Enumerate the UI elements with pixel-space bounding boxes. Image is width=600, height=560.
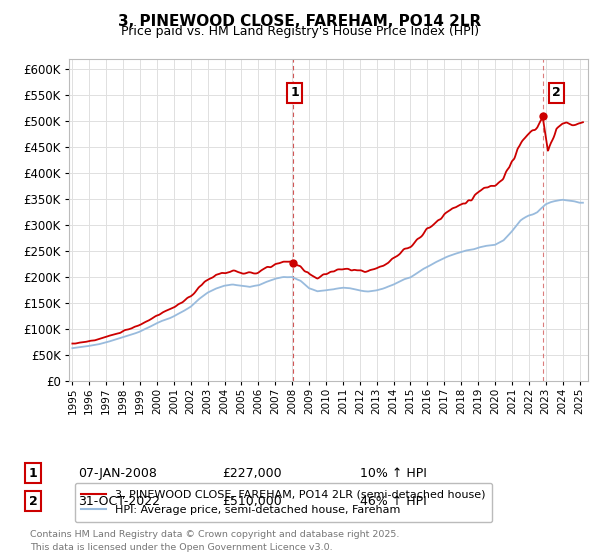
Text: 10% ↑ HPI: 10% ↑ HPI bbox=[360, 466, 427, 480]
Text: £227,000: £227,000 bbox=[222, 466, 281, 480]
Text: 07-JAN-2008: 07-JAN-2008 bbox=[78, 466, 157, 480]
Text: Price paid vs. HM Land Registry's House Price Index (HPI): Price paid vs. HM Land Registry's House … bbox=[121, 25, 479, 38]
Text: Contains HM Land Registry data © Crown copyright and database right 2025.
This d: Contains HM Land Registry data © Crown c… bbox=[30, 530, 400, 552]
Text: 31-OCT-2022: 31-OCT-2022 bbox=[78, 494, 160, 508]
Text: 2: 2 bbox=[29, 494, 37, 508]
Text: 46% ↑ HPI: 46% ↑ HPI bbox=[360, 494, 427, 508]
Text: 3, PINEWOOD CLOSE, FAREHAM, PO14 2LR: 3, PINEWOOD CLOSE, FAREHAM, PO14 2LR bbox=[118, 14, 482, 29]
Legend: 3, PINEWOOD CLOSE, FAREHAM, PO14 2LR (semi-detached house), HPI: Average price, : 3, PINEWOOD CLOSE, FAREHAM, PO14 2LR (se… bbox=[74, 483, 492, 522]
Text: 1: 1 bbox=[290, 86, 299, 99]
Text: £510,000: £510,000 bbox=[222, 494, 282, 508]
Text: 2: 2 bbox=[552, 86, 561, 99]
Text: 1: 1 bbox=[29, 466, 37, 480]
